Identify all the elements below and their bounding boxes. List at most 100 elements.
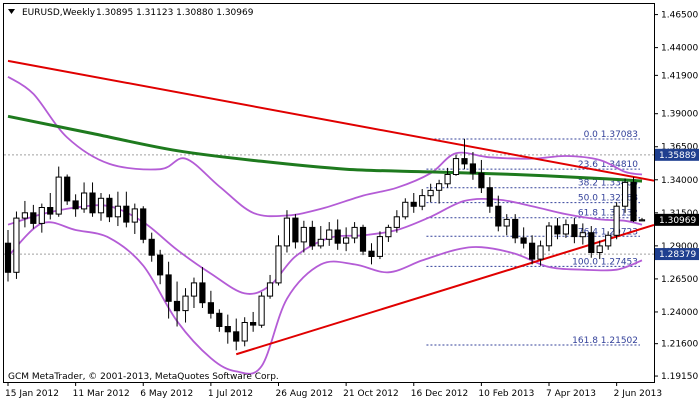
y-tick-label-6: 1.31500	[661, 209, 698, 219]
bollinger-upper-band	[7, 75, 643, 218]
x-tick-label-6: 16 Dec 2012	[411, 389, 469, 399]
candle-body-21	[182, 295, 189, 312]
fib-level-label-4: 61.8 1.31132	[578, 209, 638, 219]
candle-body-66	[562, 224, 569, 235]
candle-body-63	[537, 245, 544, 260]
candle-body-4	[38, 207, 45, 224]
y-tick-label-10: 1.21600	[661, 340, 698, 350]
candle-body-69	[588, 232, 595, 253]
candle-body-31	[266, 282, 274, 297]
bollinger-lower-band	[7, 221, 643, 375]
candle-body-40	[343, 237, 350, 244]
candle-body-16	[140, 208, 147, 240]
candle-body-27	[233, 331, 240, 342]
candle-body-71	[605, 234, 612, 247]
moving-average-line	[7, 114, 643, 183]
price-tag-label-1: 1.30969	[659, 216, 696, 226]
candle-body-0	[4, 242, 12, 273]
candle-body-49	[419, 195, 426, 207]
candle-body-56	[478, 172, 485, 189]
symbol-arrow-icon	[8, 9, 15, 14]
price-tag-label-0: 1.35889	[659, 151, 696, 161]
x-tick-label-9: 2 Jun 2013	[614, 389, 662, 399]
candle-body-17	[148, 238, 155, 256]
candle-body-61	[520, 237, 527, 244]
plot-frame	[3, 3, 655, 383]
candle-body-59	[503, 218, 510, 227]
fib-level-label-7: 161.8 1.21502	[572, 336, 638, 346]
candle-body-15	[131, 208, 138, 223]
candle-body-36	[309, 226, 316, 247]
candle-body-60	[512, 218, 519, 239]
candle-body-55	[469, 163, 476, 174]
price-tag-bg-1	[655, 213, 699, 226]
x-tick-label-1: 11 Mar 2012	[73, 389, 130, 399]
chart-header-ohlc: 1.30895 1.31123 1.30880 1.30969	[96, 8, 254, 18]
candle-body-43	[368, 250, 375, 257]
candle-body-45	[385, 226, 392, 238]
candle-body-67	[571, 224, 578, 238]
candle-body-24	[207, 302, 215, 314]
candle-body-33	[283, 217, 290, 247]
candle-body-28	[241, 322, 248, 342]
candle-body-30	[258, 295, 265, 326]
candle-body-50	[427, 189, 434, 197]
y-tick-label-9: 1.24000	[661, 308, 698, 318]
candle-body-39	[334, 229, 341, 244]
candle-body-14	[123, 205, 130, 223]
candle-body-68	[579, 232, 586, 238]
candle-body-22	[190, 282, 198, 297]
candle-body-13	[114, 205, 122, 218]
candle-body-2	[21, 212, 28, 219]
y-tick-label-8: 1.26500	[661, 275, 698, 285]
x-tick-label-3: 1 Jul 2012	[208, 389, 253, 399]
price-tag-bg-0	[655, 148, 699, 161]
candle-body-53	[452, 158, 460, 176]
x-tick-label-7: 10 Feb 2013	[478, 389, 534, 399]
fib-level-label-1: 23.6 1.34810	[578, 160, 638, 170]
candle-body-18	[157, 254, 164, 276]
y-tick-label-0: 1.46500	[661, 11, 698, 21]
candle-body-72	[613, 205, 620, 236]
candle-body-19	[165, 274, 172, 302]
y-tick-label-4: 1.36500	[661, 143, 698, 153]
candle-body-6	[55, 176, 62, 215]
chart-header-symbol: EURUSD,Weekly	[22, 8, 96, 18]
candle-body-54	[461, 158, 468, 165]
candle-body-5	[47, 207, 54, 215]
y-tick-label-11: 1.19150	[661, 372, 698, 382]
candle-body-34	[292, 217, 299, 243]
candle-body-37	[317, 238, 324, 247]
x-tick-label-8: 7 Apr 2013	[546, 389, 596, 399]
x-tick-label-5: 21 Oct 2012	[343, 389, 399, 399]
candle-body-3	[30, 212, 37, 224]
candle-body-11	[97, 197, 105, 214]
x-tick-label-4: 26 Aug 2012	[276, 389, 334, 399]
candle-body-65	[554, 225, 561, 235]
candle-body-20	[173, 300, 181, 312]
candle-body-29	[250, 322, 257, 326]
candle-body-46	[393, 216, 400, 228]
fib-level-label-2: 38.2 1.33400	[578, 179, 638, 189]
candle-body-1	[13, 217, 20, 273]
y-tick-label-2: 1.41900	[661, 71, 698, 81]
fib-level-label-6: 100.0 1.27453	[572, 257, 638, 267]
candle-body-44	[376, 236, 383, 257]
candle-body-47	[402, 201, 409, 218]
price-tag-label-2: 1.28379	[659, 250, 696, 260]
candle-body-48	[410, 201, 417, 207]
candle-body-12	[106, 197, 113, 218]
trendline-1	[235, 224, 655, 356]
candle-body-64	[545, 225, 553, 247]
candle-body-25	[216, 312, 223, 327]
candle-body-51	[436, 183, 443, 191]
candle-body-35	[300, 226, 307, 243]
candle-body-75	[638, 219, 646, 222]
fib-level-label-3: 50.0 1.32268	[578, 194, 638, 204]
candle-body-38	[326, 229, 333, 240]
y-tick-label-5: 1.34000	[661, 176, 698, 186]
y-tick-label-3: 1.39000	[661, 110, 698, 120]
candle-body-9	[81, 192, 88, 210]
candle-body-62	[529, 242, 536, 260]
